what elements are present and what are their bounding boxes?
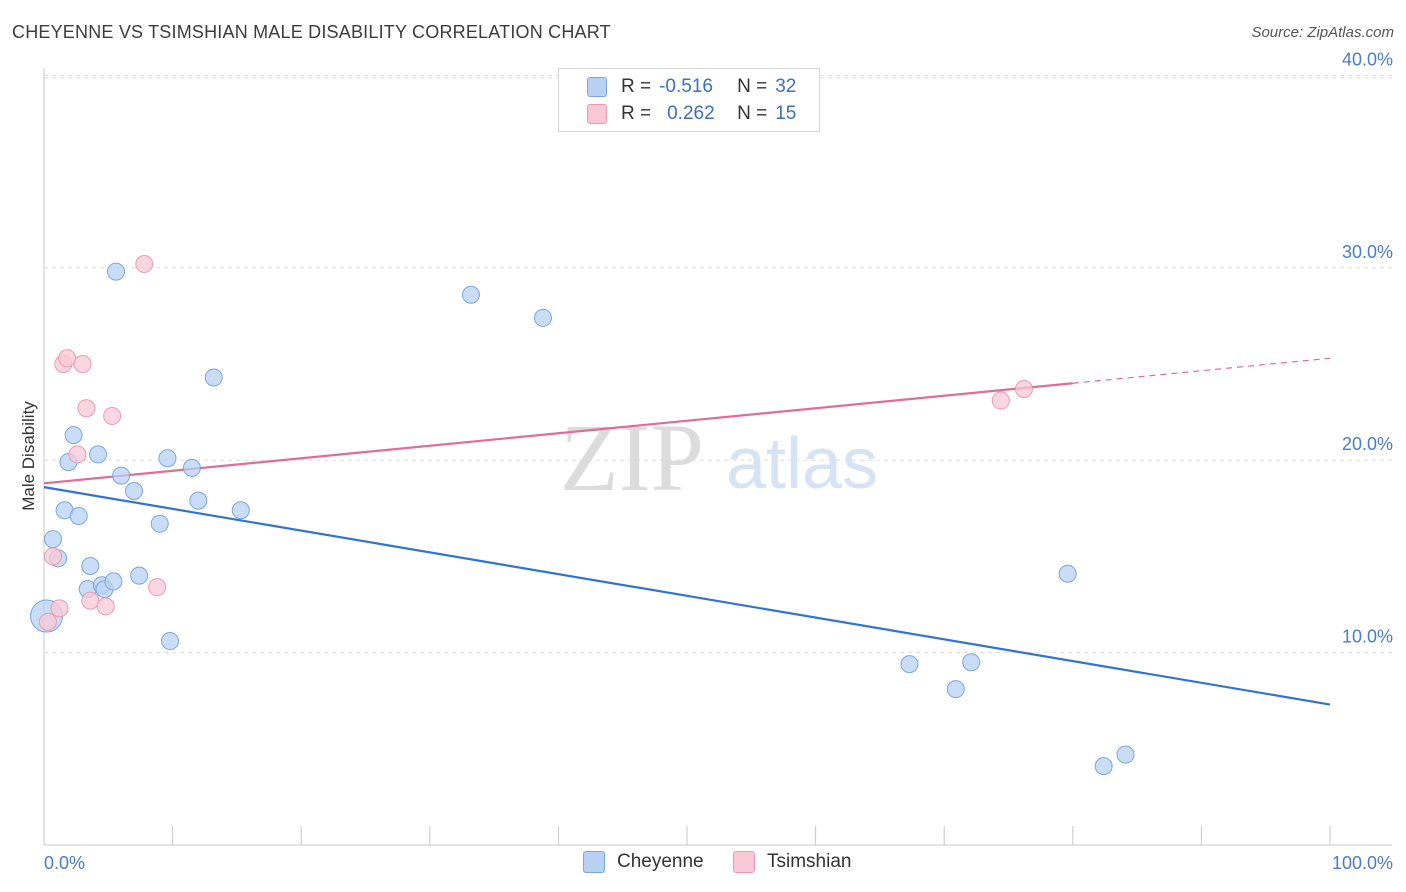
tsimshian-point [50, 599, 69, 618]
legend-row-cheyenne: R = -0.516 N = 32 [559, 74, 796, 100]
series-legend: Cheyenne Tsimshian [0, 851, 1406, 879]
tsimshian-point [991, 391, 1010, 410]
cheyenne-point [1116, 745, 1135, 764]
cheyenne-point [130, 566, 149, 585]
cheyenne-point [112, 466, 131, 485]
legend-n-value: 32 [775, 76, 797, 97]
tsimshian-point [96, 597, 115, 616]
cheyenne-point [1094, 757, 1113, 776]
cheyenne-swatch [587, 77, 607, 97]
tsimshian-point [148, 578, 167, 597]
cheyenne-point [104, 572, 123, 591]
y-axis-label: Male Disability [19, 401, 38, 511]
legend-item-cheyenne[interactable]: Cheyenne [583, 851, 704, 873]
cheyenne-trend-line [43, 486, 1331, 706]
cheyenne-point [533, 308, 552, 327]
trend-lines [43, 357, 1331, 706]
tsimshian-point [38, 612, 57, 631]
cheyenne-point [64, 426, 83, 445]
cheyenne-swatch [583, 851, 605, 873]
cheyenne-point [158, 449, 177, 468]
cheyenne-point [125, 481, 144, 500]
legend-item-tsimshian[interactable]: Tsimshian [733, 851, 851, 873]
tsimshian-point [73, 354, 92, 373]
cheyenne-point [89, 445, 108, 464]
x-tick-label: 100.0% [1332, 853, 1393, 873]
tsimshian-trend-extension [1072, 357, 1331, 384]
cheyenne-point [44, 530, 63, 549]
cheyenne-point [69, 506, 88, 525]
legend-label-cheyenne: Cheyenne [617, 851, 704, 872]
cheyenne-point [204, 368, 223, 387]
cheyenne-point [900, 655, 919, 674]
legend-row-tsimshian: R = 0.262 N = 15 [559, 101, 796, 127]
tsimshian-point [103, 406, 122, 425]
legend-r-label: R = [621, 76, 652, 97]
tsimshian-point [1014, 380, 1033, 399]
tsimshian-point [81, 591, 100, 610]
cheyenne-point [81, 557, 100, 576]
tsimshian-trend-line [43, 382, 1073, 485]
legend-n-label: N = [737, 103, 768, 124]
y-tick-label: 20.0% [1342, 434, 1393, 454]
y-tick-label: 40.0% [1342, 49, 1393, 69]
cheyenne-point [161, 632, 180, 651]
cheyenne-point [107, 262, 126, 281]
legend-label-tsimshian: Tsimshian [767, 851, 852, 872]
watermark-atlas: atlas [726, 424, 878, 504]
tsimshian-point [68, 445, 87, 464]
tsimshian-point [77, 399, 96, 418]
cheyenne-point [189, 491, 208, 510]
tsimshian-swatch [587, 104, 607, 124]
cheyenne-point [962, 653, 981, 672]
x-tick-label: 0.0% [44, 853, 85, 873]
cheyenne-point [231, 501, 250, 520]
tsimshian-point [58, 349, 77, 368]
tsimshian-swatch [733, 851, 755, 873]
legend-n-value: 15 [775, 103, 797, 124]
tsimshian-point [44, 547, 63, 566]
cheyenne-point [182, 458, 201, 477]
tsimshian-point [135, 254, 154, 273]
cheyenne-point [1058, 564, 1077, 583]
stats-legend: R = -0.516 N = 32 R = 0.262 N = 15 [558, 68, 820, 132]
legend-n-label: N = [737, 76, 768, 97]
cheyenne-point [150, 514, 169, 533]
watermark: ZIP atlas [560, 404, 878, 511]
source-label: Source: ZipAtlas.com [1251, 24, 1394, 41]
axes [43, 68, 1392, 846]
legend-r-value: 0.262 [667, 103, 715, 124]
tick-labels: 10.0% 20.0% 30.0% 40.0% 0.0% 100.0% [44, 49, 1393, 873]
watermark-zip: ZIP [560, 404, 704, 511]
chart-title: CHEYENNE VS TSIMSHIAN MALE DISABILITY CO… [12, 22, 611, 42]
y-tick-label: 10.0% [1342, 627, 1393, 647]
grid-lines [44, 74, 1392, 654]
data-points [30, 254, 1135, 776]
cheyenne-point [461, 285, 480, 304]
y-tick-label: 30.0% [1342, 242, 1393, 262]
legend-r-value: -0.516 [659, 76, 713, 97]
cheyenne-point [946, 680, 965, 699]
legend-r-label: R = [621, 103, 652, 124]
